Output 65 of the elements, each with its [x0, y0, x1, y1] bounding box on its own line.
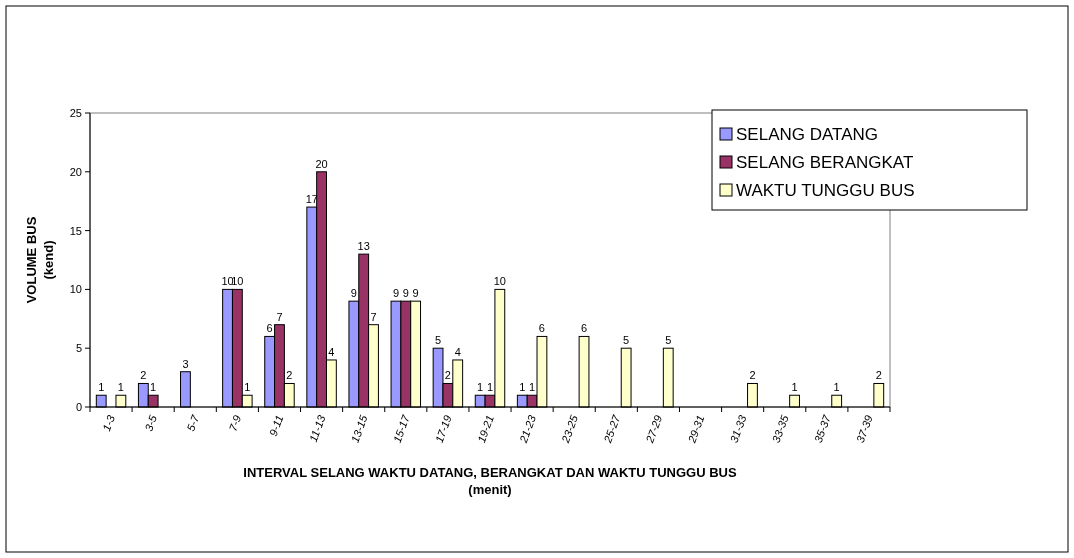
x-tick-label: 1-3: [100, 412, 118, 433]
data-label: 1: [98, 381, 105, 394]
data-label: 10: [221, 275, 234, 288]
data-label: 1: [244, 381, 251, 394]
data-label: 1: [791, 381, 798, 394]
x-tick-label: 11-13: [306, 412, 328, 444]
data-label: 6: [580, 322, 588, 335]
x-tick-label: 31-33: [727, 412, 749, 445]
x-axis-title: INTERVAL SELANG WAKTU DATANG, BERANGKAT DAN WAKTU TUNGGU BUS (menit): [243, 465, 737, 497]
legend-label: SELANG BERANGKAT: [736, 153, 914, 172]
x-tick-label: 9-11: [266, 413, 286, 438]
y-tick-label: 5: [75, 342, 82, 355]
x-tick-label: 21-23: [516, 412, 539, 446]
x-tick-label: 29-31: [685, 413, 707, 446]
data-label: 13: [357, 240, 370, 253]
data-label: 4: [454, 345, 461, 358]
data-label: 7: [370, 310, 377, 323]
x-tick-label: 33-35: [769, 412, 791, 445]
data-label: 9: [402, 287, 409, 300]
data-label: 5: [435, 334, 442, 347]
data-label: 6: [538, 322, 545, 335]
data-label: 1: [486, 381, 494, 394]
data-label: 1: [529, 381, 536, 394]
x-tick-label: 35-37: [811, 412, 834, 445]
x-tick-label: 5-7: [184, 412, 202, 433]
data-label: 1: [117, 381, 124, 394]
data-label: 2: [286, 369, 293, 382]
data-label: 5: [623, 334, 630, 347]
data-label: 20: [315, 157, 328, 170]
data-label: 9: [392, 287, 400, 300]
legend-label: WAKTU TUNGGU BUS: [736, 181, 915, 200]
data-label: 1: [519, 381, 526, 394]
y-tick-label: 15: [69, 224, 82, 237]
data-label: 3: [182, 357, 189, 370]
y-tick-label: 0: [75, 401, 82, 413]
data-label: 2: [749, 369, 756, 382]
data-label: 1: [833, 381, 840, 394]
y-axis-title: VOLUME BUS (kend): [24, 216, 56, 304]
y-tick-label: 25: [69, 107, 82, 119]
data-label: 2: [875, 369, 882, 382]
y-tick-label: 10: [69, 283, 82, 296]
x-tick-label: 37-39: [853, 413, 875, 445]
x-tick-label: 13-15: [348, 412, 370, 445]
legend-label: SELANG DATANG: [736, 125, 879, 144]
data-label: 10: [231, 275, 244, 288]
x-tick-label: 23-25: [558, 412, 581, 446]
x-tick-label: 15-17: [390, 412, 412, 445]
x-tick-label: 27-29: [643, 413, 665, 446]
data-label: 4: [328, 345, 335, 358]
x-tick-label: 25-27: [600, 412, 623, 446]
y-tick-label: 20: [69, 165, 82, 178]
data-label: 10: [493, 275, 506, 288]
x-tick-label: 17-19: [432, 413, 454, 445]
x-tick-label: 3-5: [142, 412, 160, 433]
data-label: 2: [444, 369, 451, 382]
data-label: 1: [150, 381, 157, 394]
data-label: 7: [276, 310, 283, 323]
data-label: 1: [477, 381, 484, 394]
data-label: 5: [665, 334, 672, 347]
data-label: 9: [412, 287, 419, 300]
data-label: 6: [266, 322, 273, 335]
x-tick-label: 19-21: [474, 413, 496, 445]
data-label: 2: [140, 369, 147, 382]
x-tick-label: 7-9: [226, 413, 244, 433]
data-label: 9: [350, 287, 357, 300]
